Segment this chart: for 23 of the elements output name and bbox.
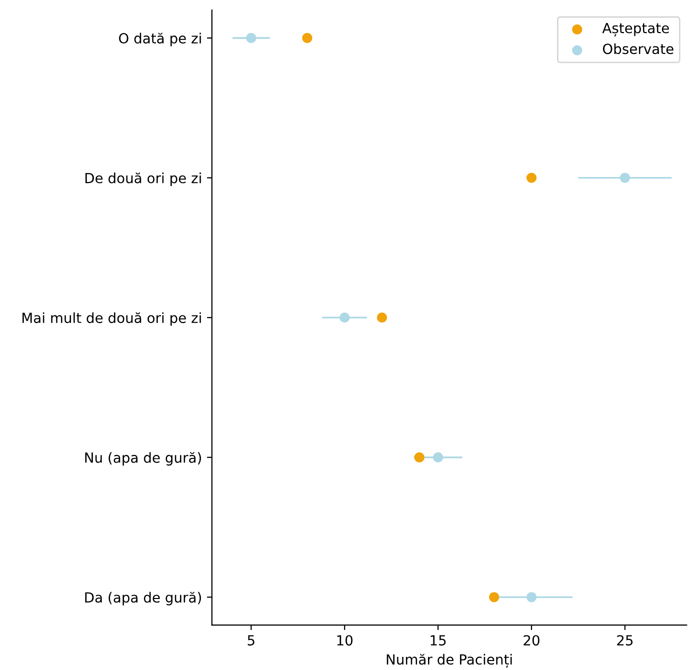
point bbox=[620, 172, 630, 183]
point bbox=[526, 592, 537, 602]
point bbox=[246, 32, 256, 44]
point bbox=[414, 452, 424, 462]
x-tick-label: 15 bbox=[430, 635, 446, 646]
y-tick-label: Da (apa de gură) bbox=[85, 592, 201, 606]
y-tick-label: De două ori pe zi bbox=[85, 172, 201, 186]
x-axis-title: Număr de Pacienți bbox=[386, 654, 512, 668]
y-tick-label: Nu (apa de gură) bbox=[85, 452, 201, 466]
point bbox=[376, 312, 388, 323]
x-tick-label: 10 bbox=[337, 635, 353, 646]
point bbox=[489, 592, 500, 602]
y-tick-label: Mai mult de două ori pe zi bbox=[22, 312, 201, 326]
point bbox=[432, 452, 444, 462]
legend-label: Observate bbox=[602, 43, 674, 54]
x-tick-label: 20 bbox=[524, 635, 540, 646]
y-tick-label: O dată pe zi bbox=[118, 32, 201, 46]
x-tick-label: 5 bbox=[248, 635, 254, 646]
point bbox=[340, 312, 350, 323]
legend-label: Așteptate bbox=[602, 22, 669, 36]
x-tick-label: 25 bbox=[617, 635, 633, 646]
point bbox=[302, 32, 312, 44]
point bbox=[526, 172, 537, 183]
